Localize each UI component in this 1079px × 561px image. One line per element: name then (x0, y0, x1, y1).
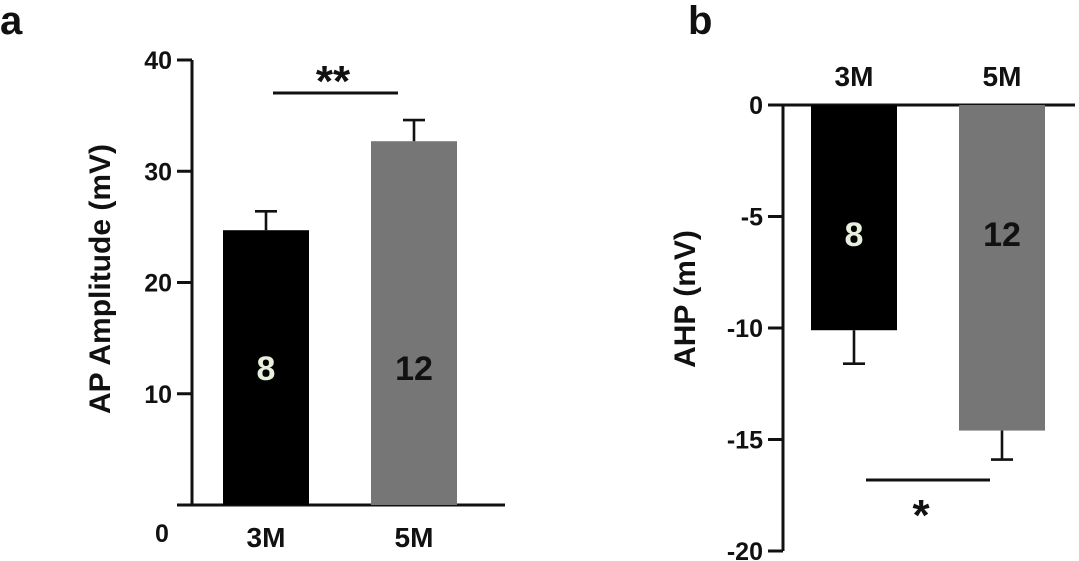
panel-b-category-label: 5M (983, 61, 1022, 92)
panel-a-n-label: 8 (257, 350, 276, 388)
panel-b-n-label: 12 (983, 216, 1021, 254)
panel-a-y-tick-label: 40 (144, 47, 172, 75)
panel-a-y-ticks: 10 20 30 40 (144, 47, 192, 409)
panel-a-n-label: 12 (395, 350, 433, 388)
panel-b-category-label: 3M (835, 61, 874, 92)
panel-a-y-tick-label: 10 (144, 381, 172, 409)
panel-b-bars: 8 3M 12 5M (811, 61, 1045, 461)
panel-b-y-tick-label: 0 (749, 92, 763, 120)
panel-a-y-axis-title: AP Amplitude (mV) (84, 144, 117, 414)
panel-a-significance: ** (273, 57, 398, 106)
panel-b-y-axis-title: AHP (mV) (669, 230, 702, 368)
panel-b-significance: * (866, 478, 990, 540)
panel-b-y-tick-label: -15 (727, 427, 763, 455)
panel-b-y-tick-label: -10 (727, 315, 763, 343)
panel-a-y-tick-label: 20 (144, 270, 172, 298)
panel-a-significance-label: ** (316, 57, 351, 106)
panel-a-zero-label: 0 (155, 520, 169, 548)
panel-a-bars: 8 3M 12 5M (223, 118, 457, 553)
panel-a: a 10 20 30 40 0 AP Amplitude (mV) 8 3M 12 5M *… (0, 0, 505, 553)
panel-a-category-label: 3M (247, 522, 286, 553)
panel-b-bar (811, 105, 897, 331)
panel-b-y-tick-label: -5 (741, 204, 763, 232)
panel-a-letter: a (0, 0, 23, 43)
panel-b-bar (959, 105, 1045, 431)
panel-b-letter: b (688, 0, 712, 43)
panel-a-y-tick-label: 30 (144, 158, 172, 186)
panel-b-y-ticks: 0 -5 -10 -15 -20 (727, 92, 783, 561)
panel-b-y-tick-label: -20 (727, 538, 763, 561)
panel-a-bar (223, 230, 309, 505)
panel-b: b 0 -5 -10 -15 -20 AHP (mV) 8 3M 12 5M * (669, 0, 1075, 561)
panel-b-n-label: 8 (845, 216, 864, 254)
panel-b-significance-label: * (912, 491, 930, 540)
panel-a-bar (371, 141, 457, 505)
panel-a-category-label: 5M (395, 522, 434, 553)
